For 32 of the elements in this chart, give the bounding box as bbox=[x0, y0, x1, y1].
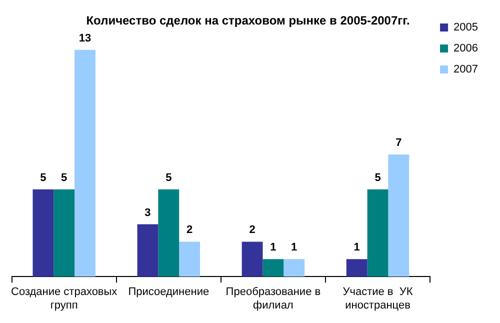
data-label: 2 bbox=[186, 224, 193, 236]
data-label: 5 bbox=[40, 172, 46, 184]
data-label: 1 bbox=[354, 242, 360, 254]
legend-label: 2007 bbox=[454, 64, 478, 76]
bar bbox=[242, 242, 263, 277]
data-label: 5 bbox=[166, 172, 172, 184]
data-label: 2 bbox=[249, 224, 256, 236]
data-label: 3 bbox=[144, 206, 151, 219]
bar bbox=[262, 259, 284, 277]
x-tick-label: Создание страховых групп bbox=[11, 286, 118, 312]
bar bbox=[74, 50, 96, 277]
data-label: 13 bbox=[78, 32, 92, 44]
data-label: 5 bbox=[374, 172, 381, 184]
legend-label: 2006 bbox=[454, 42, 478, 55]
chart-title: Количество сделок на страховом рынке в 2005-2007гг. bbox=[86, 14, 410, 28]
bar bbox=[367, 189, 388, 277]
bar bbox=[158, 189, 180, 277]
bar bbox=[32, 189, 54, 277]
bar bbox=[54, 189, 75, 277]
bar bbox=[284, 259, 305, 277]
bar bbox=[346, 259, 368, 277]
bar bbox=[179, 242, 200, 277]
bar bbox=[137, 224, 158, 277]
data-label: 1 bbox=[270, 242, 276, 254]
data-label: 7 bbox=[396, 137, 402, 150]
x-tick-label: Участие в УК иностранцев bbox=[342, 286, 414, 312]
x-tick-label: Преобразование в филиал bbox=[226, 286, 321, 312]
data-label: 1 bbox=[291, 242, 298, 254]
bar bbox=[388, 154, 410, 277]
x-tick-label: Присоединение bbox=[128, 286, 210, 298]
legend-label: 2005 bbox=[454, 22, 478, 34]
data-label: 5 bbox=[61, 172, 68, 184]
